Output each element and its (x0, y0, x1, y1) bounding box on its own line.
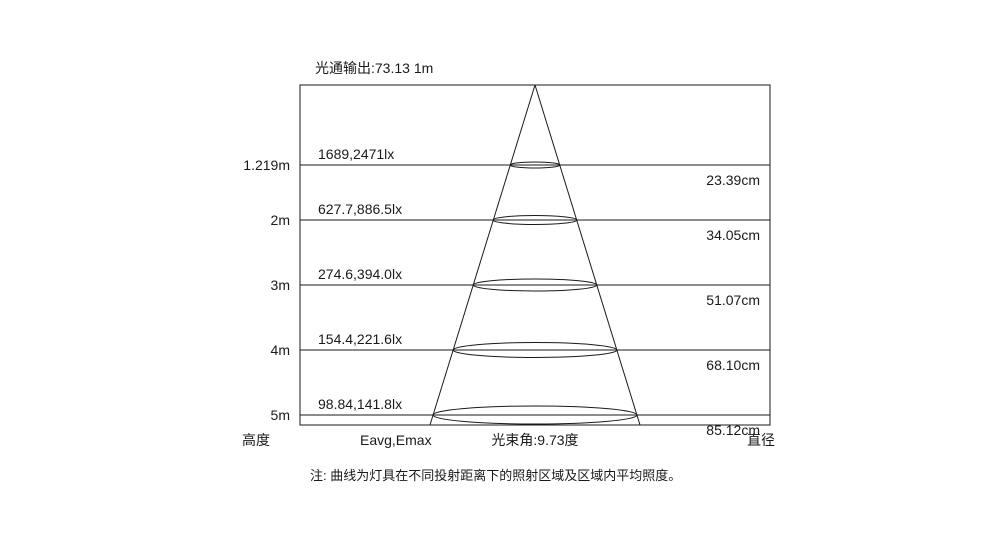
beam-cone-diagram: 光通输出:73.13 1m 1.219m 1689,2471lx 23.39cm 2m 6… (0, 0, 1005, 550)
axis-label-eavg-emax: Eavg,Emax (360, 432, 432, 448)
diameter-value: 51.07cm (706, 292, 760, 308)
height-label: 4m (271, 342, 290, 358)
eavg-emax-value: 1689,2471lx (318, 146, 394, 162)
eavg-emax-value: 154.4,221.6lx (318, 331, 402, 347)
diameter-value: 68.10cm (706, 357, 760, 373)
eavg-emax-value: 274.6,394.0lx (318, 266, 402, 282)
axis-label-height: 高度 (242, 432, 270, 448)
axis-label-beam-angle: 光束角:9.73度 (491, 432, 578, 448)
height-label: 5m (271, 407, 290, 423)
axis-label-diameter: 直径 (747, 432, 775, 448)
cone-edge-right (535, 85, 640, 425)
height-label: 1.219m (243, 157, 290, 173)
eavg-emax-value: 98.84,141.8lx (318, 396, 402, 412)
chart-frame (300, 85, 770, 425)
cone-edge-left (430, 85, 535, 425)
height-label: 3m (271, 277, 290, 293)
eavg-emax-value: 627.7,886.5lx (318, 201, 402, 217)
height-label: 2m (271, 212, 290, 228)
diameter-value: 34.05cm (706, 227, 760, 243)
diameter-value: 23.39cm (706, 172, 760, 188)
footnote: 注: 曲线为灯具在不同投射距离下的照射区域及区域内平均照度。 (310, 468, 681, 483)
flux-output-title: 光通输出:73.13 1m (315, 60, 433, 76)
